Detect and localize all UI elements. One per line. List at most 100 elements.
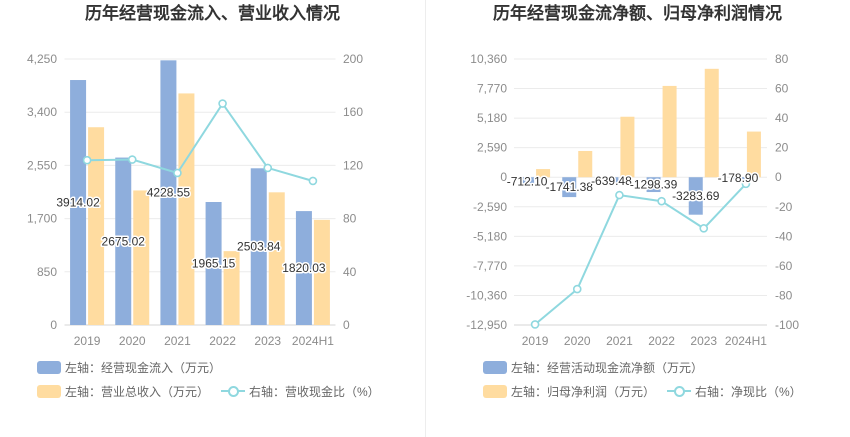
legend-line-marker-icon [221, 385, 246, 398]
left-axis-tick-label: 3,400 [27, 105, 57, 119]
cash-revenue-ratio-point-2022[interactable] [218, 99, 227, 108]
right-axis-tick-label: 40 [343, 265, 357, 279]
cash-inflow-bar-2021[interactable] [160, 60, 177, 325]
net-operating-cash-flow-bar-2024h1[interactable] [730, 177, 745, 180]
net-operating-cash-flow-bar-2019[interactable] [520, 177, 535, 186]
net-cash-ratio-point-2021[interactable] [615, 190, 624, 200]
net-operating-cash-flow-bar-2020[interactable] [562, 177, 577, 198]
right-axis-tick-label: 0 [775, 170, 782, 184]
net-cash-ratio-point-2023[interactable] [699, 224, 709, 233]
right-axis-tick-label: 60 [775, 82, 789, 96]
net-operating-cash-flow-bar-2021[interactable] [604, 177, 619, 185]
cash-inflow-bar-2019[interactable] [70, 80, 87, 325]
revenue-bar-2023[interactable] [268, 192, 285, 325]
x-axis-category-label: 2022 [209, 334, 236, 348]
net-profit-bar-2023[interactable] [704, 68, 719, 178]
legend-row: 左轴：经营活动现金流净额（万元） [483, 355, 814, 379]
x-axis-category-label: 2024H1 [725, 334, 767, 348]
chart-1-title: 历年经营现金流入、营业收入情况 [85, 4, 340, 23]
cash-revenue-ratio-point-2024h1[interactable] [308, 176, 318, 186]
net-cash-ratio-point-2024h1[interactable] [741, 179, 751, 189]
right-axis-tick-label: -60 [775, 259, 793, 273]
legend-swatch-net-operating-cash-flow [483, 360, 507, 374]
left-axis-tick-label: -2,590 [473, 200, 507, 214]
legend-label-net-operating-cash-flow: 左轴：经营活动现金流净额（万元） [511, 360, 704, 375]
data-labels: -712.10-1741.38-639.48-1298.39-3283.69 -1… [505, 170, 760, 205]
right-axis-tick-label: -80 [775, 288, 793, 302]
net-operating-cash-flow-bar-2022[interactable] [646, 177, 661, 193]
legend-swatch-revenue [37, 384, 61, 398]
revenue-bar-2020[interactable] [133, 190, 150, 325]
legend-item-cash-revenue-ratio[interactable]: 右轴：营收现金比（%） [221, 383, 380, 400]
net-operating-cash-flow-value-label: -639.48 [591, 174, 632, 188]
legend-label-revenue: 左轴：营业总收入（万元） [65, 384, 210, 399]
right-axis-tick-label: 40 [775, 111, 789, 125]
legend-item-net-profit[interactable]: 左轴：归母净利润（万元） [483, 383, 655, 400]
left-axis-tick-label: -7,770 [473, 259, 507, 273]
legend-item-cash-inflow[interactable]: 左轴：经营现金流入（万元） [37, 359, 221, 376]
x-axis-category-label: 2019 [74, 334, 101, 348]
cash-inflow-bar-2022[interactable] [205, 202, 222, 325]
right-axis-tick-label: 80 [343, 212, 357, 226]
legend-item-net-operating-cash-flow[interactable]: 左轴：经营活动现金流净额（万元） [483, 359, 703, 376]
revenue-bar-2024h1[interactable] [313, 219, 330, 325]
gridlines [64, 58, 336, 326]
cash-revenue-ratio-line [87, 101, 314, 182]
legend-label-net-cash-ratio: 右轴：净现比（%） [695, 384, 802, 399]
legend-item-revenue[interactable]: 左轴：营业总收入（万元） [37, 383, 209, 400]
revenue-bar-2021[interactable] [178, 93, 195, 326]
x-axis-category-label: 2024H1 [292, 334, 334, 348]
legend-label-cash-inflow: 左轴：经营现金流入（万元） [65, 360, 222, 375]
net-cash-ratio-point-2019[interactable] [530, 320, 540, 329]
chart-1-legend: 左轴：经营现金流入（万元） 左轴：营业总收入（万元） 右轴：营收现金比（%） [37, 355, 392, 403]
cash-inflow-value-label: 2675.02 [102, 234, 146, 248]
net-profit-bar-2021[interactable] [620, 116, 635, 178]
cash-inflow-value-label: 2503.84 [237, 240, 281, 254]
net-cash-ratio-line-series [530, 179, 751, 329]
cash-revenue-ratio-point-2021[interactable] [173, 168, 182, 178]
net-operating-cash-flow-bar-2023[interactable] [688, 177, 703, 215]
cash-revenue-ratio-point-2023[interactable] [263, 163, 273, 173]
right-axis-tick-label: 0 [343, 318, 350, 332]
chart-2-legend: 左轴：经营活动现金流净额（万元） 左轴：归母净利润（万元） 右轴：净现比（%） [483, 355, 814, 403]
net-cash-ratio-line [534, 183, 747, 326]
cash-revenue-ratio-point-2019[interactable] [82, 155, 92, 165]
cash-inflow-bar-2024h1[interactable] [295, 211, 312, 325]
net-profit-bar-2019[interactable] [536, 169, 551, 178]
left-axis-tick-label: 0 [50, 318, 57, 332]
cash-inflow-value-label: 1820.03 [282, 261, 326, 275]
chart-1-plot: 0 850 1,700 2,550 3,400 4,250 0 40 80 120 160 200 20… [27, 52, 363, 348]
net-cash-ratio-point-2020[interactable] [572, 284, 582, 294]
left-axis-tick-label: -10,360 [466, 288, 507, 302]
net-profit-bar-2022[interactable] [662, 85, 677, 178]
left-axis-tick-label: 0 [500, 170, 507, 184]
net-operating-cash-flow-value-label: -1298.39 [630, 178, 678, 192]
chart-2-title: 历年经营现金流净额、归母净利润情况 [493, 4, 782, 23]
legend-item-net-cash-ratio[interactable]: 右轴：净现比（%） [667, 383, 802, 400]
legend-row: 左轴：经营现金流入（万元） [37, 355, 392, 379]
net-profit-bar-2024h1[interactable] [746, 131, 761, 178]
cash-inflow-bar-2023[interactable] [250, 168, 267, 325]
right-axis-tick-label: -40 [775, 229, 793, 243]
x-axis-category-label: 2020 [119, 334, 146, 348]
net-profit-bars [536, 68, 761, 178]
x-axis-category-label: 2023 [690, 334, 717, 348]
right-axis-tick-label: -100 [775, 318, 799, 332]
cash-inflow-value-label: 1965.15 [192, 257, 236, 271]
cash-inflow-bar-2020[interactable] [115, 157, 132, 325]
left-axis-tick-label: 2,590 [477, 141, 507, 155]
net-cash-ratio-point-2022[interactable] [657, 196, 666, 206]
net-profit-bar-2020[interactable] [578, 150, 593, 178]
chart-divider [425, 0, 426, 437]
cash-revenue-ratio-point-2020[interactable] [127, 155, 137, 164]
x-axis-category-label: 2019 [522, 334, 549, 348]
gridlines [514, 58, 767, 326]
legend-line-marker-icon [667, 385, 692, 398]
left-axis-tick-label: 1,700 [27, 212, 57, 226]
revenue-bar-2022[interactable] [223, 251, 240, 325]
revenue-bar-2019[interactable] [88, 127, 105, 325]
left-axis-tick-label: 2,550 [27, 158, 57, 172]
legend-label-cash-revenue-ratio: 右轴：营收现金比（%） [249, 384, 380, 399]
net-operating-cash-flow-value-label: -3283.69 [672, 189, 720, 203]
